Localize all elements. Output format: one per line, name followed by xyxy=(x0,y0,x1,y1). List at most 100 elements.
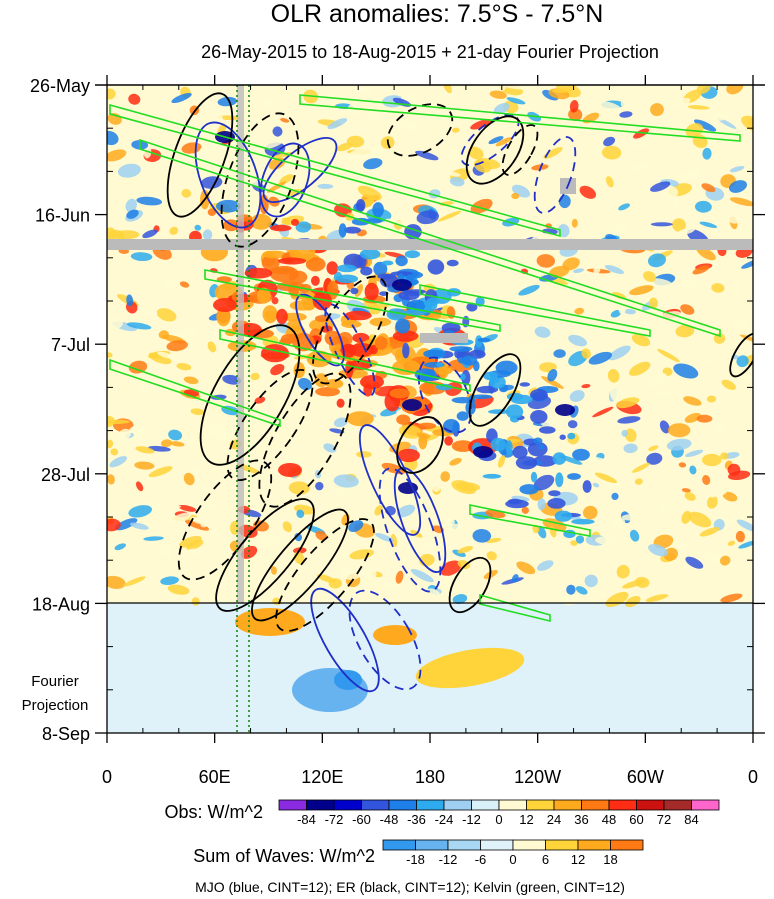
warm-anomaly xyxy=(312,291,332,311)
anomaly-speckle xyxy=(416,210,440,225)
anomaly-speckle xyxy=(270,566,277,575)
waves-colorbar: -18 -12 -6 0 6 12 18 xyxy=(382,839,644,867)
anomaly-speckle xyxy=(660,502,669,512)
anomaly-speckle xyxy=(672,218,686,232)
anomaly-speckle xyxy=(729,197,753,207)
anomaly-speckle xyxy=(650,222,673,227)
colorbar-box xyxy=(512,839,546,851)
anomaly-speckle xyxy=(511,574,519,583)
colorbar-tick-label: 18 xyxy=(603,852,617,867)
warm-anomaly xyxy=(336,398,345,408)
anomaly-speckle xyxy=(443,85,452,94)
er-contour xyxy=(729,332,753,378)
kelvin-contour xyxy=(204,269,501,332)
colorbar-tick-label: -60 xyxy=(352,812,371,827)
cool-anomaly xyxy=(372,202,384,218)
warm-anomaly xyxy=(392,330,419,342)
warm-core xyxy=(360,375,384,389)
anomaly-speckle xyxy=(733,282,742,294)
anomaly-speckle xyxy=(329,428,345,434)
anomaly-speckle xyxy=(549,266,570,278)
anomaly-speckle xyxy=(571,218,578,228)
cool-anomaly xyxy=(538,444,545,450)
anomaly-speckle xyxy=(583,456,604,462)
colorbar-box xyxy=(471,799,500,811)
cool-anomaly xyxy=(582,480,592,493)
anomaly-speckle xyxy=(181,188,192,198)
anomaly-speckle xyxy=(130,252,153,262)
colorbar-tick-label: -36 xyxy=(407,812,426,827)
er-contour xyxy=(215,498,315,612)
anomaly-speckle xyxy=(135,446,155,454)
er-contour xyxy=(199,324,301,466)
kelvin-contour xyxy=(219,329,471,392)
anomaly-speckle xyxy=(410,569,434,583)
anomaly-speckle xyxy=(696,414,713,423)
colorbar-box xyxy=(577,839,611,851)
kelvin-contour xyxy=(299,94,741,142)
anomaly-speckle xyxy=(713,333,726,344)
anomaly-speckle xyxy=(575,535,585,544)
anomaly-speckle xyxy=(581,348,591,359)
cool-anomaly xyxy=(505,404,524,419)
colorbar-tick-label: -18 xyxy=(406,852,425,867)
kelvin-contour xyxy=(109,103,561,238)
anomaly-blobs xyxy=(107,85,753,712)
warm-anomaly xyxy=(281,312,307,322)
cool-anomaly xyxy=(456,411,469,421)
anomaly-speckle xyxy=(452,127,460,133)
anomaly-speckle xyxy=(678,462,687,468)
anomaly-speckle xyxy=(648,544,669,557)
warm-anomaly xyxy=(324,330,341,346)
er-contour xyxy=(275,518,375,632)
cool-anomaly xyxy=(505,499,529,509)
anomaly-speckle xyxy=(140,310,158,316)
anomaly-speckle xyxy=(736,355,749,368)
anomaly-speckle xyxy=(168,512,192,525)
anomaly-speckle xyxy=(169,226,179,235)
anomaly-speckle xyxy=(685,449,704,458)
anomaly-speckle xyxy=(457,546,473,554)
anomaly-speckle xyxy=(250,372,260,381)
anomaly-speckle xyxy=(190,408,205,416)
colorbar-box xyxy=(306,799,335,811)
cool-anomaly xyxy=(343,226,361,234)
warm-anomaly xyxy=(270,224,292,232)
cool-anomaly xyxy=(350,287,359,295)
anomaly-speckle xyxy=(178,567,192,581)
cool-anomaly xyxy=(530,389,548,401)
anomaly-speckle xyxy=(702,453,722,467)
anomaly-speckle xyxy=(107,415,115,428)
anomaly-speckle xyxy=(179,535,202,548)
cool-anomaly xyxy=(483,371,498,381)
anomaly-speckle xyxy=(415,150,439,161)
anomaly-speckle xyxy=(541,376,564,389)
anomaly-speckle xyxy=(583,505,598,520)
anomaly-speckle xyxy=(157,351,174,359)
anomaly-speckle xyxy=(584,574,598,588)
anomaly-speckle xyxy=(170,441,185,447)
anomaly-speckle xyxy=(181,327,199,342)
anomaly-speckle xyxy=(440,471,451,482)
anomaly-speckle xyxy=(601,145,622,160)
colorbar-box xyxy=(361,799,390,811)
anomaly-speckle xyxy=(647,253,667,268)
cool-anomaly xyxy=(423,349,446,359)
anomaly-speckle xyxy=(176,363,192,371)
anomaly-speckle xyxy=(168,429,183,441)
anomaly-speckle xyxy=(437,210,462,222)
anomaly-speckle xyxy=(128,93,141,105)
anomaly-speckle xyxy=(727,463,741,476)
anomaly-speckle xyxy=(495,137,512,147)
anomaly-speckle xyxy=(114,543,126,551)
warm-anomaly xyxy=(269,267,295,275)
cool-anomaly xyxy=(530,410,548,424)
anomaly-speckle xyxy=(710,112,730,121)
colorbar-tick-label: 72 xyxy=(657,812,671,827)
anomaly-speckle xyxy=(432,483,441,492)
anomaly-speckle xyxy=(271,398,292,412)
anomaly-speckle xyxy=(726,85,744,95)
colorbar-box xyxy=(447,839,481,851)
anomaly-speckle xyxy=(208,527,220,539)
colorbar-tick-label: -72 xyxy=(325,812,344,827)
